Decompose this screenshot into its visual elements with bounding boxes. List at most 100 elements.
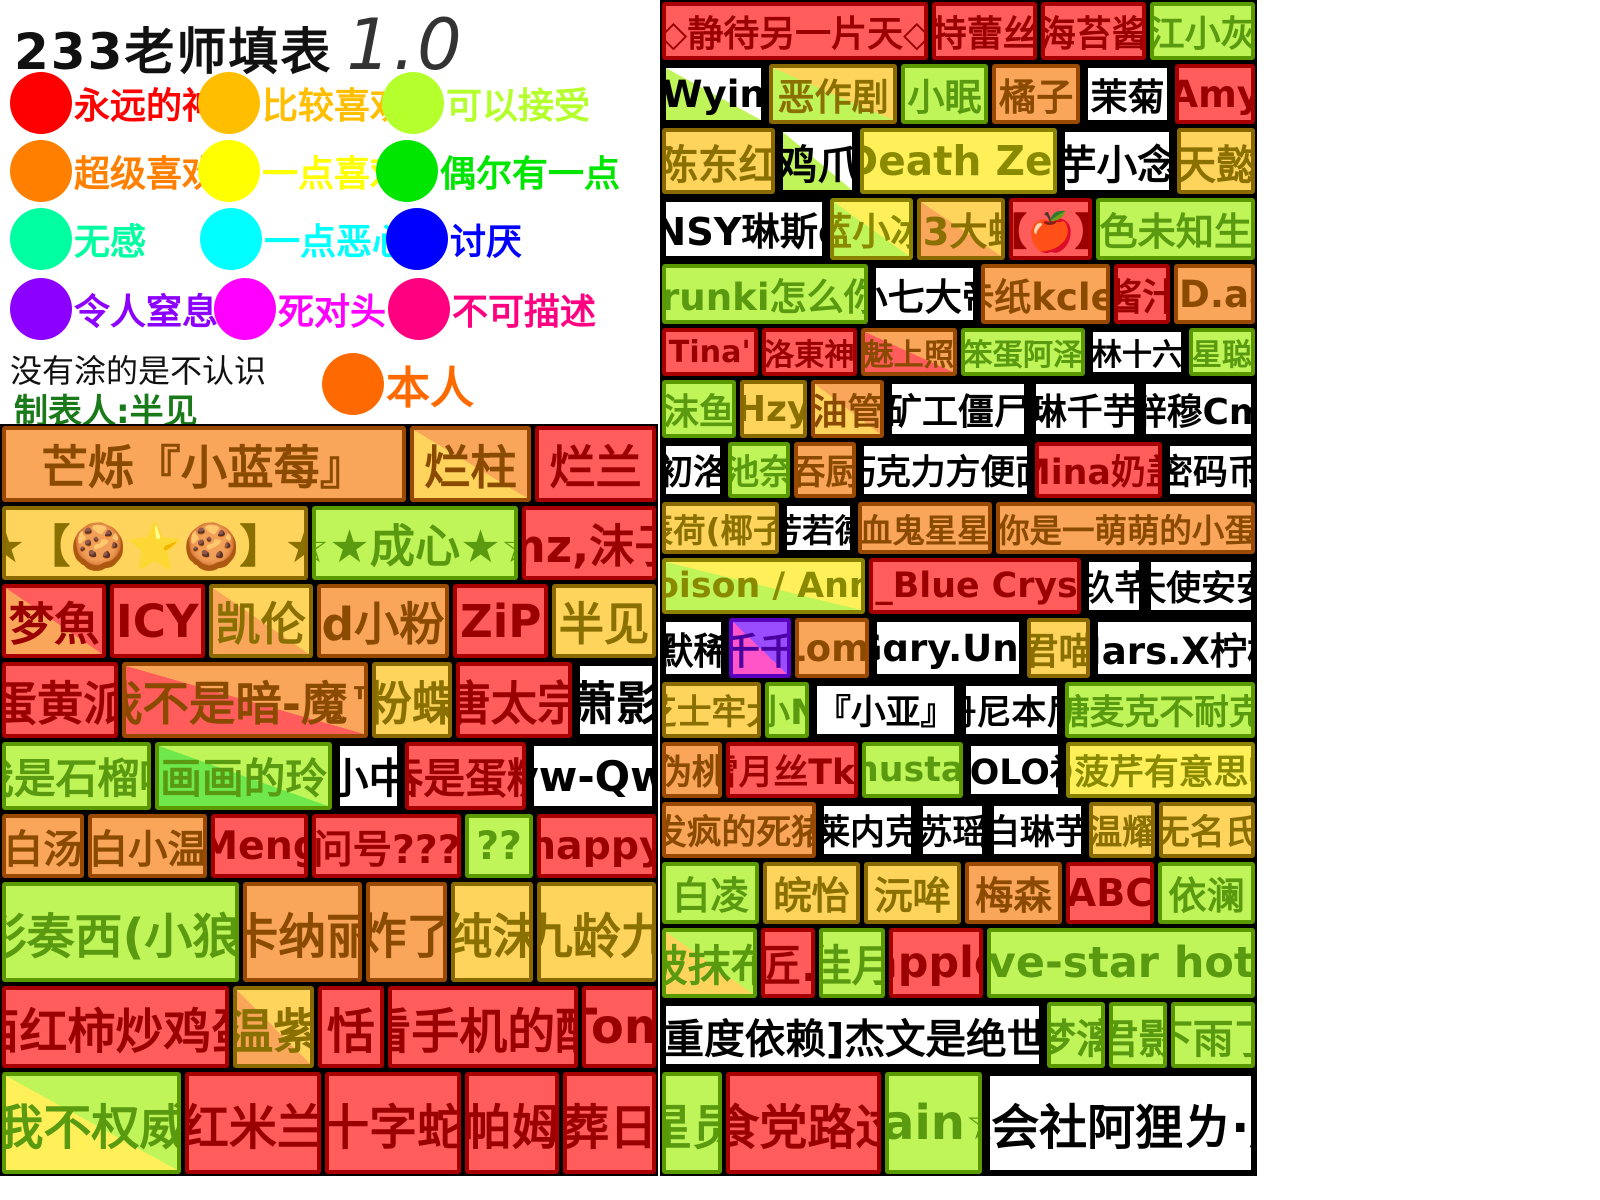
page-title: 233老师填表 1.0 — [14, 4, 464, 86]
name-box: 下雨了 — [1171, 1002, 1255, 1068]
name-label: 西红柿炒鸡蛋 — [6, 1004, 225, 1060]
name-box: 子饺你是一萌萌的小蛋糕♡ — [995, 502, 1255, 554]
legend-label: 不可描述 — [452, 292, 597, 333]
name-box: 白琳芋 — [989, 802, 1086, 858]
name-box: ZiP — [453, 584, 548, 658]
name-label: sprunki怎么你了 — [662, 276, 864, 319]
name-box: 帕姆 — [465, 1072, 559, 1174]
name-box: 星聪 — [1188, 328, 1255, 376]
name-box: ?? — [465, 814, 533, 878]
name-label: 星员 — [666, 1088, 718, 1158]
name-box: 😊菠芹有意思呢 — [1066, 742, 1255, 798]
name-box: Five-star hotel — [987, 928, 1255, 998]
name-label: Tom — [586, 999, 652, 1055]
name-label: 梦魚 — [8, 597, 100, 651]
name-label: 咔纸kcler — [985, 276, 1106, 319]
name-box: 伪桃 — [662, 742, 722, 798]
name-row: 梦魚 ICY 凯伦 d小粉 ZiP 半见 — [0, 582, 658, 660]
name-label: Gɑry.Uno — [877, 626, 1019, 670]
name-box: 问号??? — [312, 814, 462, 878]
name-label: 苏瑶 — [919, 813, 986, 853]
name-box: Amy — [1175, 64, 1255, 124]
name-label: 梅森 — [975, 873, 1052, 919]
name-box: 海苔酱 — [1041, 2, 1147, 60]
name-label: 半见 — [558, 597, 650, 651]
name-label: 巧克力方便面 — [864, 453, 1026, 493]
name-box: 天懿 — [1177, 128, 1255, 194]
name-label: 恬 — [326, 1004, 375, 1060]
name-row: 伪桃雪月丝Tk8mustarPOLO衫 😊菠芹有意思呢 — [660, 740, 1257, 800]
name-box: 梅森 — [964, 862, 1062, 924]
name-box: 温紫 — [232, 986, 314, 1068]
name-box: 特蕾丝 — [932, 2, 1038, 60]
name-label: 蓝小冰 — [834, 209, 909, 255]
name-label: 唐太宗 — [460, 676, 568, 731]
name-label: 伪桃 — [666, 746, 718, 794]
name-label: LINSY琳斯oY — [666, 209, 822, 255]
name-label: 天懿 — [1177, 140, 1255, 189]
name-label: 白琳芋 — [989, 813, 1086, 853]
name-label: ZiP — [459, 594, 542, 648]
name-label: [杰文重度依赖]杰文是绝世蛋糕' — [663, 1014, 1039, 1063]
name-box: 油管 — [810, 380, 885, 438]
name-label: LD.aa — [1178, 272, 1251, 316]
legend-item: 一点恶心 — [200, 208, 408, 270]
legend-item: 偶尔有一点 — [376, 140, 620, 202]
name-box: LINSY琳斯oY — [662, 198, 826, 260]
name-label: 天使安安 — [1151, 569, 1251, 609]
name-box: 🌷『小亚』🌷 — [813, 682, 958, 738]
name-row: 白凌 皖怡 沅哞 梅森 ABC 依澜 — [660, 860, 1257, 926]
name-box: ◇静待另一片天◇ — [662, 2, 929, 60]
name-label: 我不权威 — [2, 1100, 181, 1156]
name-label: 我不是暗-魔™ — [126, 676, 364, 731]
name-label: d小粉 — [321, 597, 445, 651]
title-text: 233老师填表 — [14, 23, 333, 81]
legend-dot — [10, 278, 72, 340]
name-label: Hzy — [739, 388, 807, 430]
name-label: 彩奏西(小狼) — [6, 909, 239, 965]
legend-item: 令人窒息 — [10, 278, 218, 340]
name-label: 匠. — [760, 942, 815, 992]
name-box: 恶作剧 — [769, 64, 897, 124]
name-box: 芝士牢大 — [662, 682, 762, 738]
name-row: 初洛池奈吞厨巧克力方便面 Mina奶盖密码币 — [660, 440, 1257, 500]
name-label: 小眠 — [907, 76, 982, 119]
legend-label: 令人窒息 — [74, 292, 219, 333]
name-label: 星聪 — [1191, 338, 1252, 373]
legend-dot — [388, 278, 450, 340]
legend-dot — [198, 72, 260, 134]
name-box: 矿工僵尸 — [888, 380, 1028, 438]
name-box: 魅上照 — [861, 328, 957, 376]
name-label: 十字蛇 — [325, 1100, 462, 1156]
name-box: 玖芊 — [1085, 558, 1144, 614]
name-box: 西红柿炒鸡蛋 — [2, 986, 229, 1068]
name-label: 雪月丝Tk8 — [730, 753, 856, 793]
name-box: Wyin — [662, 64, 766, 124]
name-label: Tina' — [668, 334, 751, 370]
name-box: 莱内克 — [819, 802, 916, 858]
name-label: 爱画画的玲珑 — [159, 754, 328, 803]
name-box: 芋小念 — [1060, 128, 1174, 194]
name-box: 橘子 — [992, 64, 1080, 124]
name-box: ☆★成心★☆ — [311, 506, 519, 580]
name-label: Amy — [1179, 72, 1255, 116]
name-label: 酱汁 — [1118, 268, 1166, 320]
name-box: 君影 — [1109, 1002, 1168, 1068]
name-box: 无名氏 — [1159, 802, 1255, 858]
name-box: 白小温 — [88, 814, 208, 878]
legend-dot — [386, 208, 448, 270]
legend-label: 一点恶心 — [264, 222, 409, 263]
name-box: d小粉 — [316, 584, 450, 658]
name-box: 雪月丝Tk8 — [725, 742, 858, 798]
name-box: Death Zer — [860, 128, 1057, 194]
name-label: 洛東神 — [764, 338, 855, 373]
name-box: 初洛 — [662, 442, 725, 498]
legend-item: 可以接受 — [382, 72, 590, 134]
name-row: 辰荷(椰子) 芳若德吸血鬼星星猫子饺你是一萌萌的小蛋糕♡ — [660, 500, 1257, 556]
name-label: 君喵 — [1031, 622, 1086, 674]
name-label: mustar — [866, 750, 963, 790]
legend-dot — [198, 140, 260, 202]
name-label: 依澜 — [1168, 873, 1245, 919]
name-box: 皖怡 — [762, 862, 860, 924]
